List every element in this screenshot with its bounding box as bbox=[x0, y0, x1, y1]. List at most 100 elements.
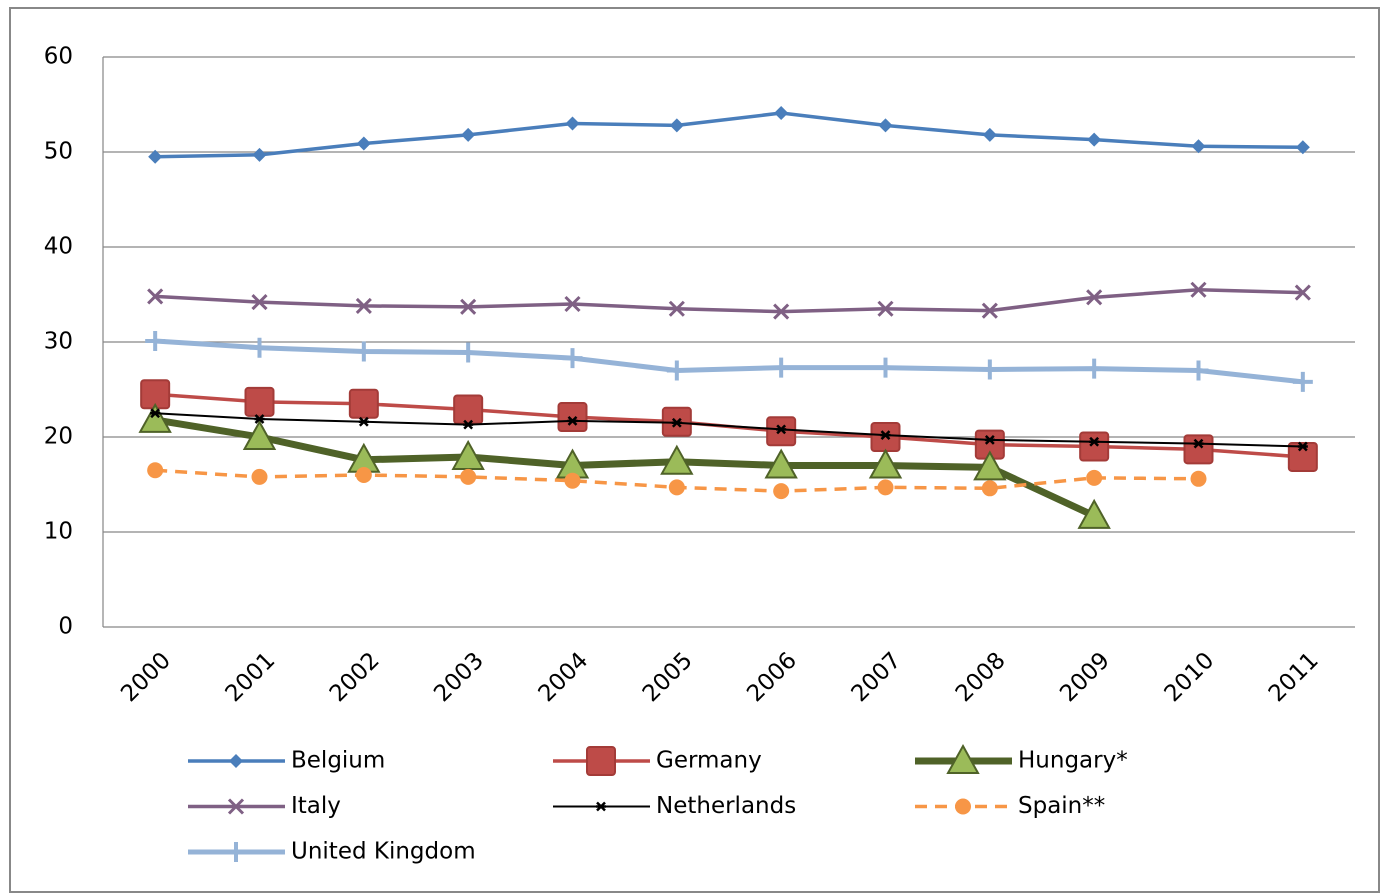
marker bbox=[565, 116, 580, 131]
marker bbox=[776, 424, 787, 435]
marker bbox=[1297, 441, 1308, 452]
marker bbox=[660, 444, 694, 475]
marker bbox=[981, 302, 998, 319]
marker bbox=[1188, 360, 1209, 381]
y-tick-label: 0 bbox=[58, 614, 73, 640]
marker bbox=[868, 448, 903, 479]
legend-label: United Kingdom bbox=[291, 839, 476, 865]
legend-label: Belgium bbox=[291, 748, 385, 774]
marker bbox=[229, 754, 243, 768]
marker bbox=[244, 386, 275, 417]
marker bbox=[973, 450, 1007, 481]
marker bbox=[1190, 281, 1207, 298]
marker bbox=[356, 136, 371, 151]
marker bbox=[1191, 139, 1206, 154]
marker bbox=[355, 297, 372, 314]
marker bbox=[1086, 289, 1103, 306]
marker bbox=[984, 434, 995, 445]
series-line bbox=[154, 416, 1096, 520]
marker bbox=[773, 483, 790, 500]
marker bbox=[1183, 434, 1214, 465]
marker bbox=[1086, 469, 1103, 486]
marker bbox=[242, 419, 277, 450]
marker bbox=[979, 359, 1000, 380]
series-line bbox=[155, 412, 1303, 448]
marker bbox=[981, 480, 998, 497]
marker bbox=[1292, 371, 1313, 392]
marker bbox=[463, 419, 474, 430]
legend-label: Netherlands bbox=[656, 793, 796, 819]
marker bbox=[773, 303, 790, 320]
marker bbox=[1294, 284, 1311, 301]
marker bbox=[668, 479, 685, 496]
marker bbox=[1089, 436, 1100, 447]
y-tick-label: 30 bbox=[44, 329, 73, 355]
marker bbox=[955, 798, 971, 815]
marker bbox=[453, 394, 484, 425]
marker bbox=[358, 416, 369, 427]
marker bbox=[1077, 498, 1111, 529]
marker bbox=[460, 298, 477, 315]
marker bbox=[596, 801, 606, 812]
marker bbox=[353, 341, 374, 362]
marker bbox=[878, 118, 893, 133]
series-line bbox=[155, 338, 1304, 385]
marker bbox=[946, 743, 980, 774]
marker bbox=[1087, 132, 1102, 147]
marker bbox=[557, 402, 588, 433]
marker bbox=[138, 402, 172, 433]
marker bbox=[461, 127, 476, 142]
y-tick-label: 60 bbox=[44, 44, 73, 70]
marker bbox=[875, 357, 896, 378]
y-tick-label: 10 bbox=[44, 519, 73, 545]
marker bbox=[1190, 470, 1207, 487]
marker bbox=[586, 746, 616, 776]
marker bbox=[458, 342, 479, 363]
legend-label: Italy bbox=[291, 793, 341, 819]
marker bbox=[562, 348, 583, 369]
marker bbox=[147, 462, 164, 479]
marker bbox=[227, 798, 245, 815]
marker bbox=[148, 149, 163, 164]
marker bbox=[877, 479, 894, 496]
marker bbox=[251, 294, 268, 311]
marker bbox=[252, 147, 267, 162]
marker bbox=[764, 448, 798, 479]
legend-label: Germany bbox=[656, 748, 762, 774]
marker bbox=[567, 415, 578, 426]
marker bbox=[564, 295, 581, 313]
marker bbox=[145, 331, 166, 352]
y-tick-label: 20 bbox=[44, 424, 73, 450]
marker bbox=[669, 118, 684, 133]
y-tick-label: 40 bbox=[44, 234, 73, 260]
marker bbox=[766, 416, 797, 447]
marker bbox=[1193, 438, 1204, 449]
legend-label: Hungary* bbox=[1018, 748, 1128, 774]
marker bbox=[147, 288, 164, 305]
marker bbox=[771, 357, 792, 378]
legend-label: Spain** bbox=[1018, 793, 1105, 819]
marker bbox=[1287, 441, 1318, 472]
marker bbox=[348, 388, 379, 419]
marker bbox=[355, 467, 372, 483]
marker bbox=[870, 422, 901, 452]
series-line bbox=[155, 111, 1303, 159]
marker bbox=[1295, 140, 1310, 155]
marker bbox=[982, 127, 997, 142]
marker bbox=[460, 468, 477, 485]
marker bbox=[666, 360, 687, 381]
marker bbox=[251, 468, 268, 485]
marker bbox=[150, 408, 161, 419]
marker bbox=[668, 300, 685, 317]
marker bbox=[254, 414, 265, 424]
marker bbox=[226, 842, 246, 862]
marker bbox=[877, 300, 894, 317]
marker bbox=[1084, 358, 1105, 379]
series-line bbox=[155, 288, 1303, 314]
marker bbox=[1079, 431, 1110, 462]
marker bbox=[880, 430, 891, 440]
y-tick-label: 50 bbox=[44, 139, 73, 165]
marker bbox=[564, 472, 581, 489]
marker bbox=[774, 106, 789, 121]
